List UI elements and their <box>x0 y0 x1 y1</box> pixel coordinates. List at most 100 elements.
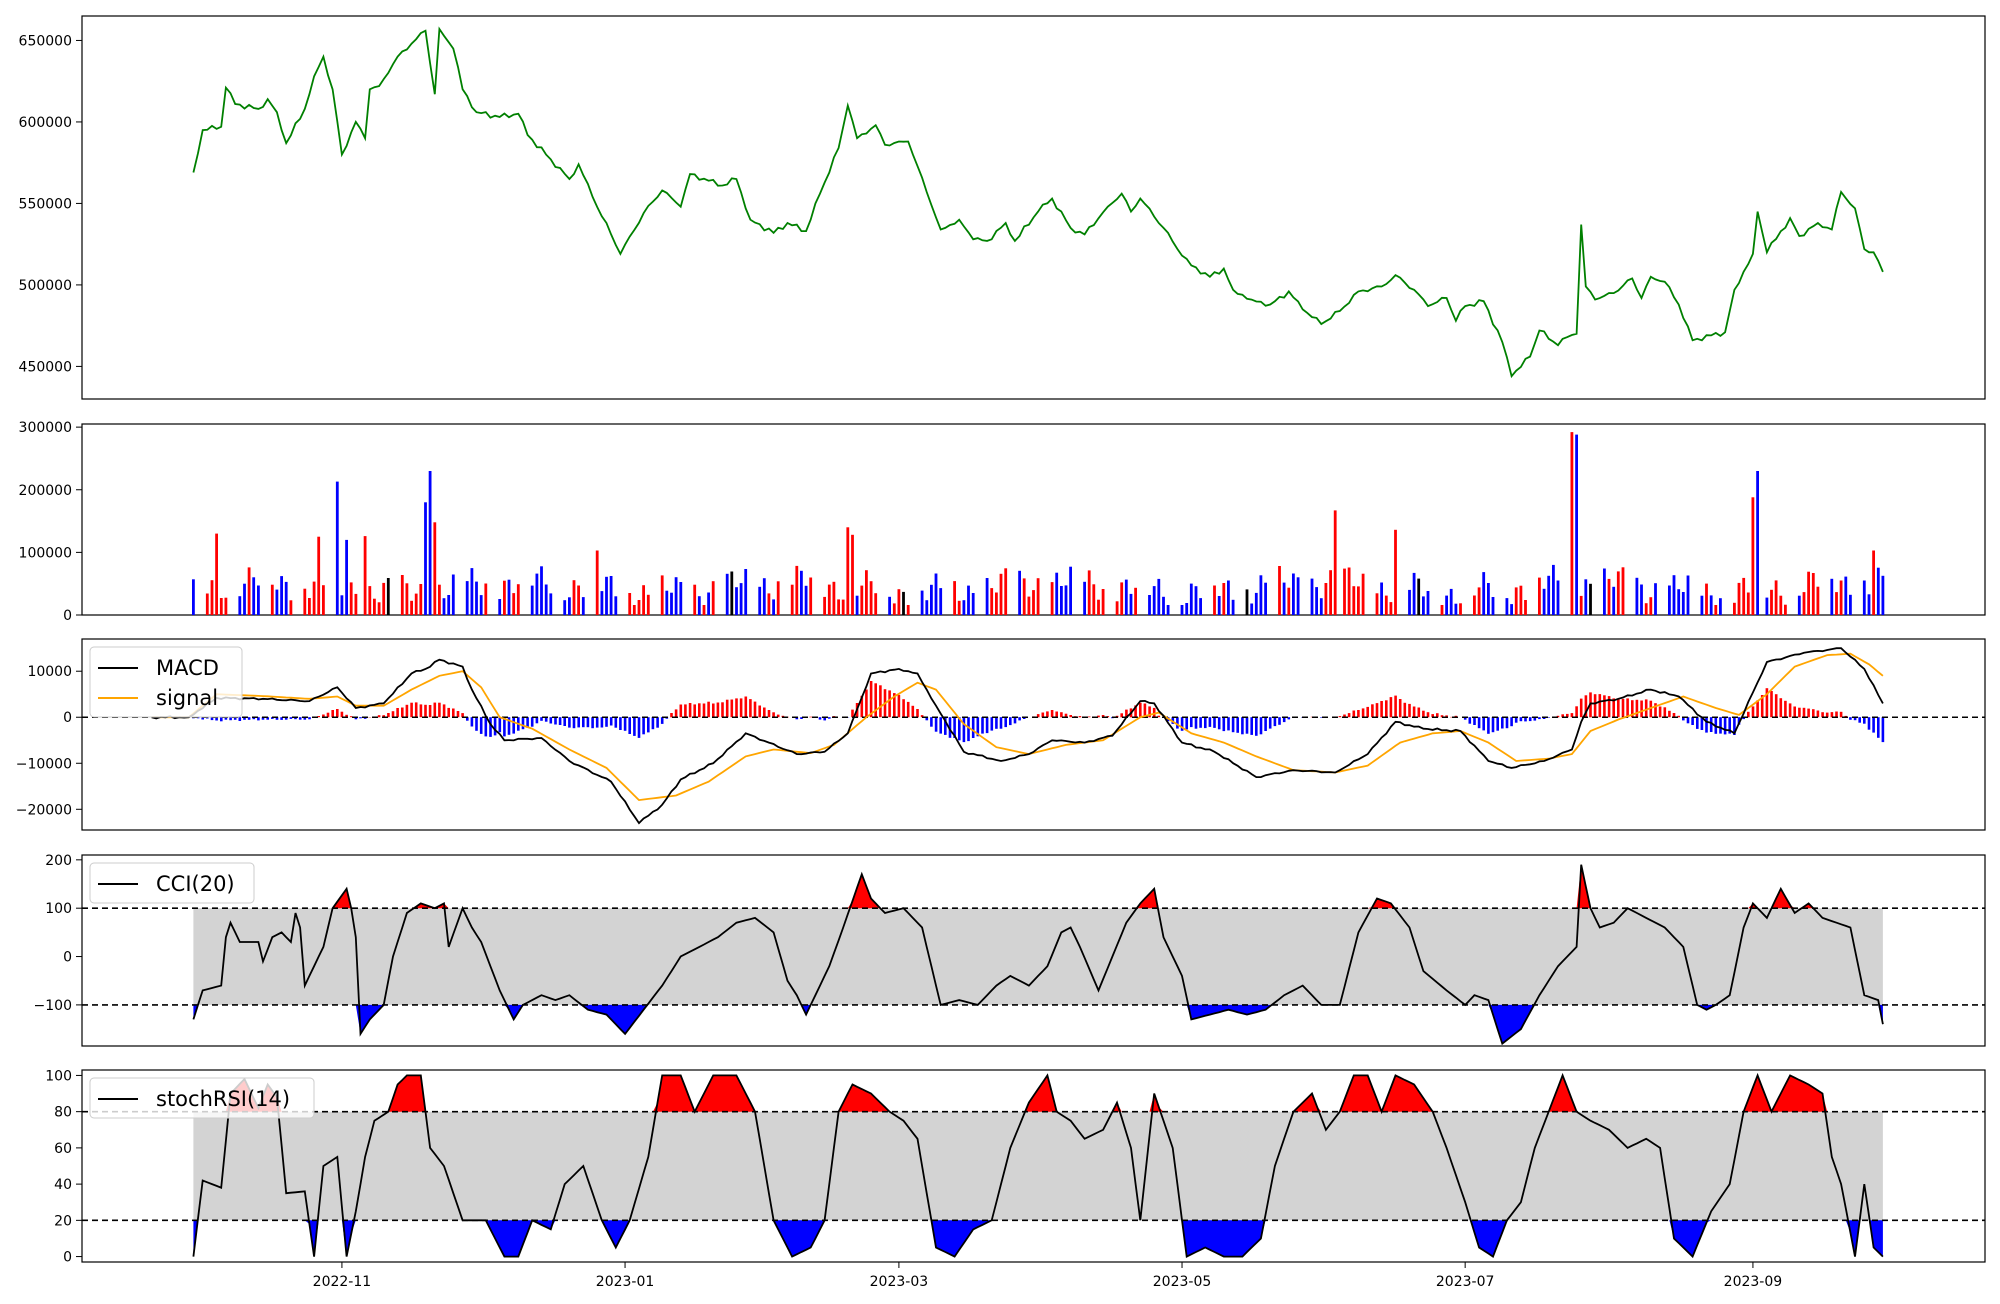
volume-ytick-label: 100000 <box>19 545 72 561</box>
volume-bar <box>1060 586 1063 615</box>
volume-bar <box>972 593 975 615</box>
macd-histogram-bar <box>1510 717 1513 726</box>
volume-bar <box>647 595 650 615</box>
volume-bar <box>322 585 325 615</box>
volume-bar <box>466 581 469 615</box>
volume-bar <box>1645 603 1648 615</box>
volume-bar <box>1037 578 1040 615</box>
macd-histogram-bar <box>1204 717 1207 728</box>
volume-bar <box>768 593 771 615</box>
macd-histogram-bar <box>986 717 989 733</box>
macd-histogram-bar <box>1399 699 1402 717</box>
macd-histogram-bar <box>1492 717 1495 732</box>
cci-ytick-label: 200 <box>45 853 72 869</box>
volume-bar <box>1571 432 1574 615</box>
macd-histogram-bar <box>967 717 970 741</box>
volume-ytick-label: 300000 <box>19 420 72 436</box>
macd-histogram-bar <box>1691 717 1694 725</box>
volume-bar <box>285 582 288 615</box>
volume-bar <box>670 593 673 615</box>
macd-histogram-bar <box>1413 707 1416 718</box>
macd-histogram-bar <box>434 703 437 718</box>
volume-bar <box>252 577 255 615</box>
volume-bar <box>508 580 511 615</box>
macd-histogram-bar <box>1487 717 1490 734</box>
volume-bar <box>1649 597 1652 615</box>
volume-bar <box>452 575 455 616</box>
volume-bar <box>1329 570 1332 615</box>
volume-bar <box>1766 598 1769 615</box>
macd-histogram-bar <box>1250 717 1253 735</box>
volume-bar <box>1747 593 1750 616</box>
volume-bar <box>1803 592 1806 615</box>
price-ytick-label: 500000 <box>19 278 72 294</box>
volume-bar <box>1348 568 1351 616</box>
macd-histogram-bar <box>1482 717 1485 730</box>
macd-histogram-bar <box>1858 717 1861 723</box>
cci-ytick-label: −100 <box>34 998 72 1014</box>
macd-histogram-bar <box>1069 715 1072 717</box>
macd-histogram-bar <box>1339 716 1342 717</box>
volume-bar <box>206 594 209 616</box>
volume-axes-frame <box>82 424 1985 615</box>
macd-histogram-bar <box>1046 711 1049 717</box>
macd-histogram-bar <box>1817 711 1820 718</box>
macd-ytick-label: 10000 <box>27 664 72 680</box>
volume-bar <box>1148 595 1151 615</box>
macd-histogram-bar <box>1385 700 1388 717</box>
macd-histogram-bar <box>1088 717 1091 718</box>
macd-histogram-bar <box>633 717 636 736</box>
macd-histogram-bar <box>1380 701 1383 717</box>
macd-histogram-bar <box>1696 717 1699 729</box>
volume-bar <box>1807 572 1810 615</box>
volume-bar <box>851 535 854 615</box>
macd-histogram-bar <box>550 717 553 723</box>
volume-bar <box>549 593 552 615</box>
volume-bar <box>1000 574 1003 615</box>
macd-histogram-bar <box>1599 694 1602 717</box>
volume-bar <box>967 586 970 615</box>
volume-bar <box>345 540 348 615</box>
macd-histogram-bar <box>1348 713 1351 717</box>
volume-bar <box>1157 579 1160 615</box>
volume-bar <box>1473 596 1476 616</box>
volume-bar <box>447 595 450 615</box>
macd-histogram-bar <box>1218 717 1221 729</box>
macd-histogram-bar <box>647 717 650 732</box>
macd-histogram-bar <box>1705 717 1708 732</box>
volume-bar <box>1622 567 1625 615</box>
volume-bar <box>860 586 863 615</box>
macd-histogram-bar <box>522 717 525 729</box>
macd-histogram-bar <box>726 700 729 718</box>
volume-bar <box>1292 574 1295 616</box>
stochrsi-neutral-band <box>193 1112 1882 1221</box>
macd-histogram-bar <box>991 717 994 730</box>
volume-bar <box>480 595 483 615</box>
volume-bar <box>1162 597 1165 615</box>
macd-histogram-bar <box>401 708 404 718</box>
volume-bar <box>1445 596 1448 615</box>
volume-bar <box>772 599 775 615</box>
macd-histogram-bar <box>582 717 585 727</box>
macd-histogram-bar <box>1529 717 1532 721</box>
macd-histogram-bar <box>308 717 311 719</box>
volume-bar <box>1575 435 1578 615</box>
macd-histogram-bar <box>1807 709 1810 718</box>
volume-bar <box>930 585 933 615</box>
volume-bar <box>484 584 487 616</box>
macd-histogram-bar <box>1496 717 1499 731</box>
macd-histogram-bar <box>392 711 395 717</box>
macd-histogram-bar <box>1501 717 1504 728</box>
volume-bar <box>953 581 956 615</box>
volume-bar <box>833 582 836 615</box>
volume-bar <box>633 605 636 615</box>
volume-bar <box>1427 591 1430 615</box>
volume-bar <box>1677 589 1680 615</box>
macd-histogram-bar <box>1422 711 1425 718</box>
macd-histogram-bar <box>1366 707 1369 717</box>
macd-histogram-bar <box>1780 698 1783 717</box>
volume-bar <box>1584 579 1587 615</box>
volume-bar <box>1636 578 1639 615</box>
macd-histogram-bar <box>1185 717 1188 729</box>
